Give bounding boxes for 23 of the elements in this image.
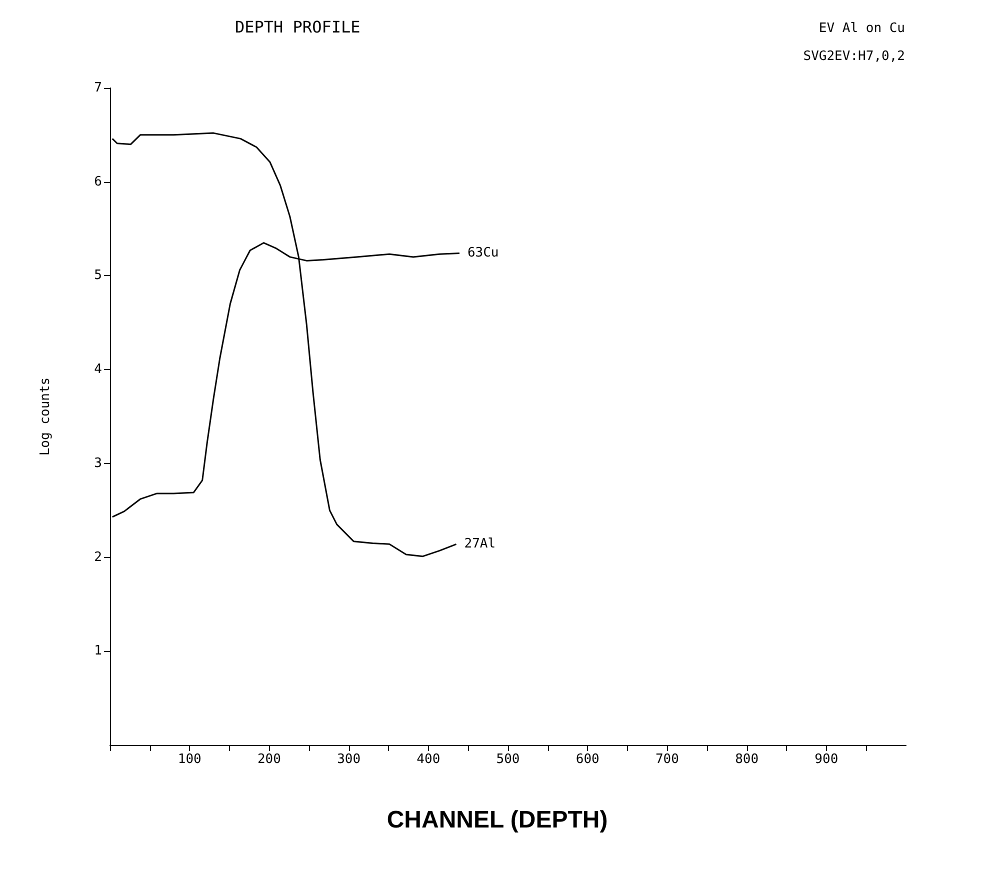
x-tick-label: 200 [257,752,281,767]
x-tick-label: 400 [416,752,440,767]
x-tick-label: 900 [814,752,838,767]
x-tick-label: 600 [576,752,600,767]
y-tick-label: 6 [94,174,102,190]
x-tick-label: 500 [496,752,520,767]
y-tick-label: 3 [94,456,102,471]
y-tick-label: 1 [94,644,102,659]
x-tick-label: 800 [735,752,759,767]
x-tick-label: 100 [178,752,202,767]
y-tick-label: 5 [94,268,102,284]
y-tick-label: 4 [94,362,102,378]
series-label: 63Cu [467,246,499,261]
text: EV Al on Cu [818,21,905,36]
x-axis-title: CHANNEL (DEPTH) [386,806,608,834]
x-tick-label: 700 [655,752,679,767]
y-tick-label: 2 [94,550,102,565]
y-tick-label: 7 [94,80,102,96]
x-tick-label: 300 [337,752,361,767]
y-axis-title: Log counts [38,377,53,456]
series-label: 27Al [464,536,496,552]
chart-title: DEPTH PROFILE [235,18,360,36]
text: SVG2EV:H7,0,2 [803,49,906,64]
